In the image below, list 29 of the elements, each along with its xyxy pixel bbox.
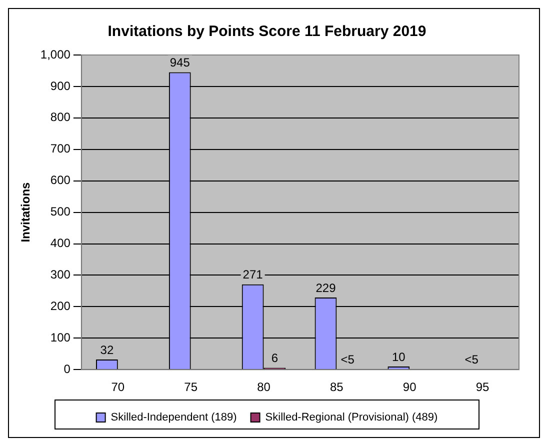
x-tick-label: 75 — [184, 380, 198, 394]
data-label: 229 — [316, 280, 336, 295]
data-label: 6 — [271, 351, 278, 366]
y-tick-label: 500 — [50, 204, 71, 219]
y-tick-label: 0 — [64, 362, 71, 376]
y-tick-label: 700 — [50, 142, 71, 156]
data-label: 10 — [392, 350, 406, 364]
chart-title: Invitations by Points Score 11 February 2019 — [108, 23, 426, 40]
y-tick-label: 400 — [50, 236, 71, 250]
y-axis-title: Invitations — [18, 182, 33, 242]
y-tick-label: 800 — [50, 110, 71, 124]
data-label: 271 — [242, 268, 264, 282]
data-label: <5 — [340, 352, 355, 366]
y-tick-label: 900 — [50, 78, 71, 93]
data-label: 945 — [170, 56, 190, 70]
legend-label: Skilled-Regional (Provisional) (489) — [265, 412, 438, 424]
y-tick-label: 200 — [50, 298, 71, 313]
x-tick-label: 90 — [402, 380, 417, 394]
y-tick-label: 300 — [50, 268, 71, 282]
legend-label: Skilled-Independent (189) — [110, 412, 237, 424]
x-tick-label: 85 — [330, 380, 344, 394]
y-tick-label: 1,000 — [40, 47, 71, 62]
data-label: 32 — [100, 342, 114, 357]
x-tick-label: 80 — [257, 380, 271, 394]
x-tick-label: 95 — [476, 380, 490, 394]
y-tick-label: 100 — [50, 330, 71, 344]
data-label: <5 — [464, 352, 479, 366]
x-tick-label: 70 — [111, 380, 125, 394]
y-tick-label: 600 — [50, 173, 71, 188]
